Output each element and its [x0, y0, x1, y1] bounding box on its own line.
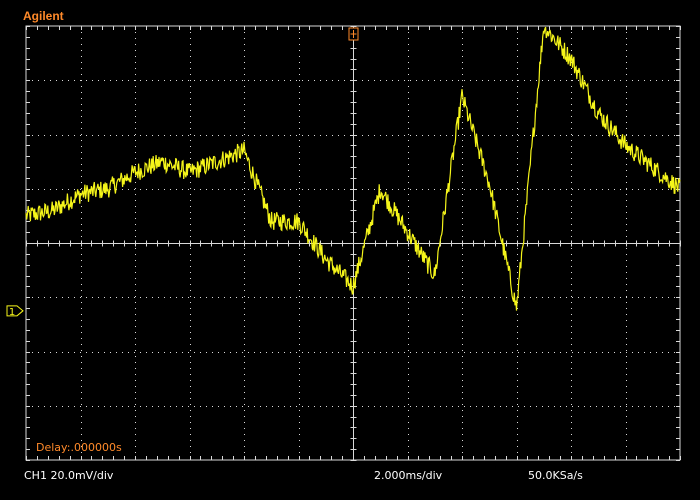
channel-1-ground-marker: 1: [6, 305, 24, 318]
sample-rate-readout: 50.0KSa/s: [528, 469, 583, 482]
delay-readout: Delay:.000000s: [36, 441, 122, 454]
waveform-trace: [25, 26, 681, 311]
trigger-glyph: [350, 30, 357, 38]
channel-readout: CH1 20.0mV/div: [24, 469, 114, 482]
channel-1-ground-arrow: [6, 305, 24, 317]
trigger-position-icon: [348, 27, 359, 41]
markers: 1: [6, 27, 359, 318]
timebase-readout: 2.000ms/div: [374, 469, 443, 482]
channel-1-label: 1: [9, 307, 15, 318]
brand-logo: Agilent: [23, 9, 64, 23]
axis-ticks: [26, 26, 681, 461]
